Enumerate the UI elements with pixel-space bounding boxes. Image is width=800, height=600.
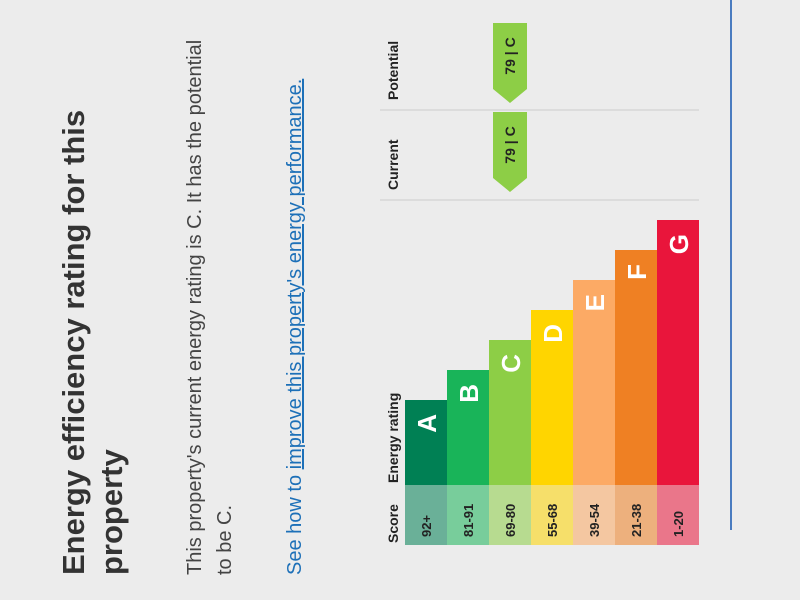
band-letter: D	[538, 324, 568, 343]
band-score: 21-38	[629, 504, 644, 537]
epc-chart: Score Energy rating Current Potential 92+ A 81…	[380, 23, 699, 545]
divider	[730, 0, 732, 530]
score-cell	[615, 485, 657, 545]
score-cell	[405, 485, 447, 545]
band-bar	[447, 370, 489, 485]
header-score: Score	[385, 504, 401, 543]
current-label: 79 | C	[502, 126, 518, 163]
band-bar	[657, 220, 699, 485]
band-bar	[405, 400, 447, 485]
band-letter: F	[622, 264, 652, 280]
score-cell	[573, 485, 615, 545]
band-score: 55-68	[545, 504, 560, 537]
band-letter: E	[580, 294, 610, 311]
header-rating: Energy rating	[385, 393, 401, 483]
score-cell	[447, 485, 489, 545]
header-current: Current	[385, 139, 401, 190]
band-score: 1-20	[671, 511, 686, 537]
band-letter: A	[412, 414, 442, 433]
band-bar	[489, 340, 531, 485]
band-letter: G	[664, 234, 694, 254]
current-arrow	[493, 112, 527, 192]
header-potential: Potential	[385, 41, 401, 100]
band-score: 81-91	[461, 504, 476, 537]
band-letter: B	[454, 384, 484, 403]
band-score: 39-54	[587, 503, 602, 537]
score-cell	[489, 485, 531, 545]
potential-label: 79 | C	[502, 37, 518, 74]
band-bar	[615, 250, 657, 485]
score-cell	[531, 485, 573, 545]
band-bar	[573, 280, 615, 485]
band-bar	[531, 310, 573, 485]
band-letter: C	[496, 354, 526, 373]
band-score: 69-80	[503, 504, 518, 537]
band-score: 92+	[419, 515, 434, 537]
score-cell	[657, 485, 699, 545]
potential-arrow	[493, 23, 527, 103]
